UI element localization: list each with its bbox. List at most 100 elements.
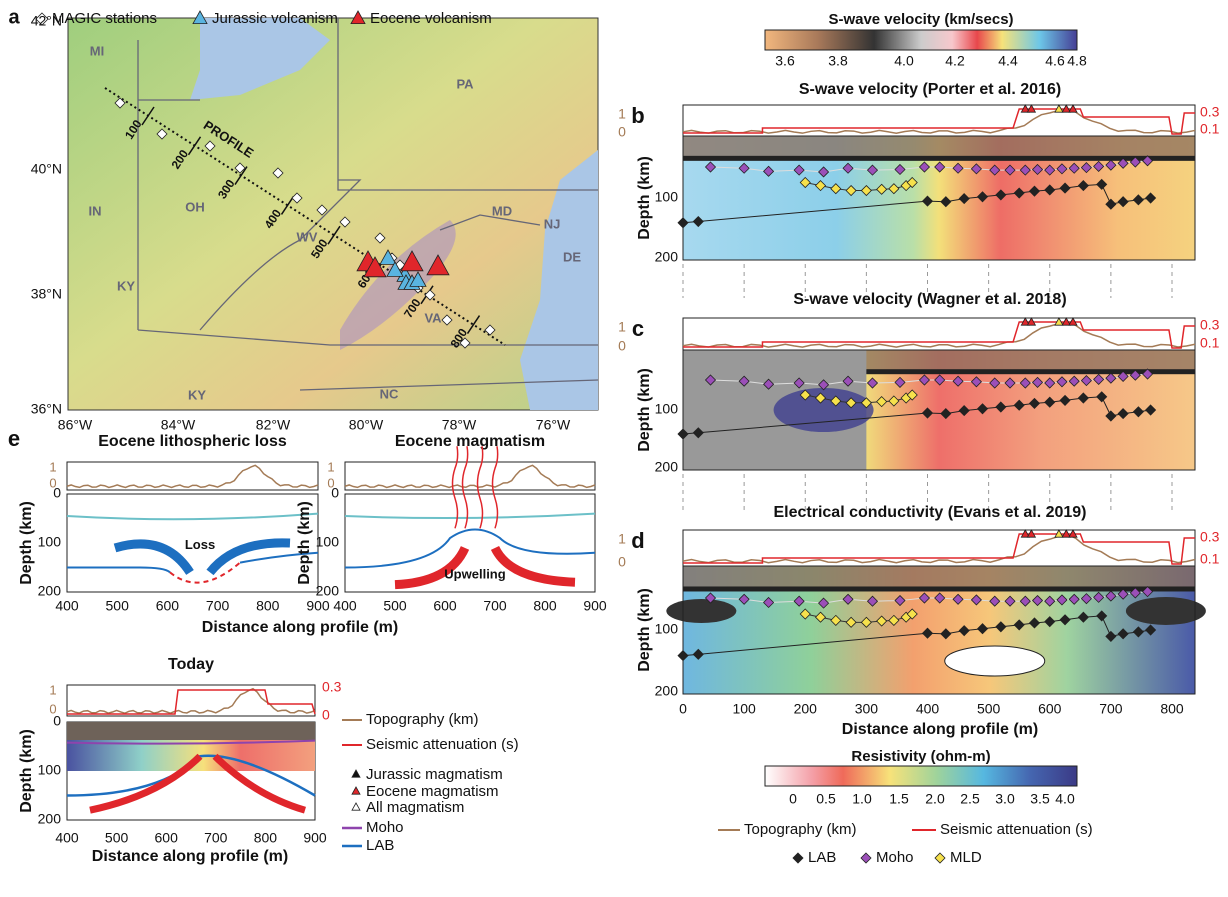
moho-point	[738, 375, 750, 387]
moho-point	[704, 161, 717, 173]
moho-point	[763, 165, 775, 177]
crust-band	[683, 566, 1195, 590]
moho-point	[989, 595, 1001, 607]
lab-point	[1077, 180, 1089, 192]
state-label: NJ	[544, 216, 561, 231]
moho-point	[1031, 594, 1044, 607]
crust-band	[67, 722, 315, 740]
moho-point	[1105, 159, 1117, 171]
topography-line	[66, 464, 319, 489]
moho-point	[866, 595, 879, 607]
label: 200	[655, 459, 679, 475]
lid-band	[683, 155, 1195, 161]
label: 200	[38, 583, 62, 599]
label: Distance along profile (m)	[92, 848, 288, 865]
label: 200	[794, 701, 818, 717]
volcano-marker	[1068, 104, 1078, 113]
moho-point	[970, 163, 982, 175]
moho-point	[918, 161, 931, 173]
lab-point	[1013, 399, 1025, 411]
legend-symbol	[192, 10, 208, 25]
mld-point	[860, 184, 872, 197]
state-label: OH	[185, 199, 205, 214]
moho-point	[818, 166, 830, 178]
lab-point	[921, 195, 934, 207]
moho-line	[344, 512, 596, 520]
label: 400	[333, 598, 357, 614]
state-label: VA	[424, 310, 442, 325]
legend-symbol	[860, 852, 872, 864]
moho-point	[894, 163, 906, 176]
mld-point	[799, 608, 811, 620]
label: 500	[105, 830, 129, 846]
lab-point	[1013, 619, 1025, 631]
moho-point	[918, 592, 931, 604]
label: 0.1	[1200, 335, 1220, 351]
profile-line	[104, 87, 506, 346]
lab-point	[958, 625, 970, 637]
profile-tick	[280, 195, 295, 215]
moho-point	[1004, 595, 1016, 607]
moho-line	[66, 512, 319, 521]
moho-point	[1105, 590, 1117, 602]
volcano-marker	[1054, 104, 1064, 113]
lab-point	[958, 193, 970, 205]
label: 100	[38, 762, 62, 778]
mld-point	[814, 180, 827, 192]
melt-path	[451, 446, 459, 529]
lab-point	[1013, 187, 1025, 199]
label: a	[8, 6, 20, 28]
lab-line	[67, 566, 171, 574]
label: 400	[55, 598, 79, 614]
topography-line	[66, 687, 316, 715]
lid-band	[683, 586, 1195, 592]
mld-point	[830, 183, 842, 195]
label: 400	[916, 701, 940, 717]
label: Topography (km)	[366, 711, 479, 728]
topography-line	[344, 464, 596, 489]
label: 0.3	[322, 679, 342, 695]
lab-point	[1132, 194, 1144, 206]
moho-point	[818, 379, 830, 391]
moho-point	[1080, 162, 1092, 174]
lab-point	[677, 650, 689, 662]
lab-point	[692, 648, 704, 660]
mld-point	[799, 389, 811, 401]
station	[156, 128, 168, 140]
label: 4.6	[1045, 53, 1065, 69]
mld-point	[876, 183, 888, 195]
mld-point	[814, 392, 827, 404]
label: 1.0	[852, 791, 872, 807]
moho-point	[1044, 164, 1056, 176]
lab-point	[1077, 611, 1089, 623]
moho-point	[1004, 164, 1016, 176]
label: 2.5	[960, 791, 980, 807]
label: 0	[49, 475, 56, 490]
anomaly	[1125, 597, 1206, 625]
moho-point	[1141, 586, 1154, 598]
lab-point	[1105, 630, 1117, 642]
lab-point	[1096, 178, 1108, 190]
label: 700	[1099, 701, 1123, 717]
label: All magmatism	[366, 799, 464, 816]
label: 86°W	[58, 417, 93, 433]
mld-point	[845, 616, 857, 628]
anomaly	[944, 645, 1046, 677]
topography-line	[682, 533, 1196, 564]
mld-point	[845, 397, 857, 409]
state-label: MI	[90, 43, 104, 58]
moho-point	[842, 162, 854, 174]
lab-line	[344, 528, 596, 569]
moho-point	[1056, 594, 1068, 606]
moho-point	[1129, 369, 1141, 381]
state-label: KY	[188, 387, 206, 402]
label: 1	[49, 459, 56, 474]
volcano-marker	[1026, 317, 1037, 326]
arrow	[89, 753, 203, 814]
label: 1	[618, 319, 626, 335]
label: 82°W	[256, 417, 291, 433]
label: 0	[322, 707, 330, 723]
label: 100	[732, 701, 756, 717]
lab-point	[1145, 192, 1157, 204]
